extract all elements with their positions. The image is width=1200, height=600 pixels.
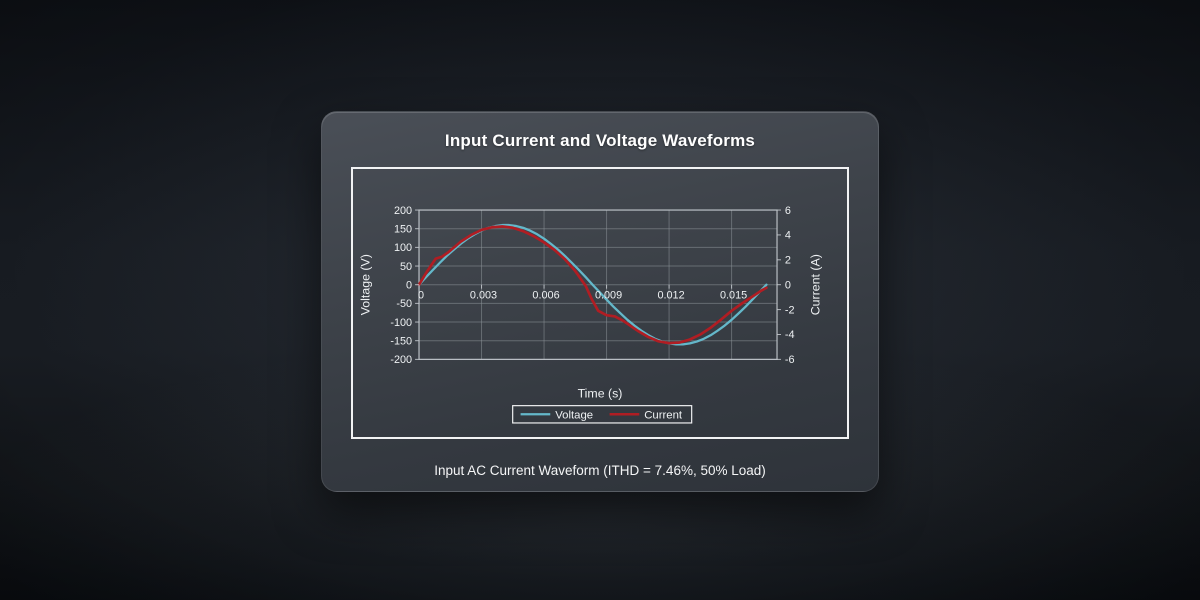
- y-left-tick-label: 50: [400, 261, 412, 273]
- legend-box: [512, 405, 693, 424]
- series-lines: [417, 223, 768, 346]
- legend-voltage-label: Voltage: [555, 409, 593, 421]
- chart-svg: 200 150 100 50 0 -50 -100 -150 -200 6 4 2 0 -2 -4 -6 0 0.…: [359, 205, 823, 424]
- x-tick-label: 0.003: [470, 290, 497, 302]
- y-left-tick-label: -150: [390, 335, 412, 347]
- legend-current-label: Current: [644, 409, 683, 421]
- y-left-tick-label: 200: [394, 205, 412, 217]
- x-axis-title: Time (s): [578, 386, 623, 400]
- axis-ticks: 200 150 100 50 0 -50 -100 -150 -200 6 4 2 0 -2 -4 -6 0 0.…: [390, 205, 794, 366]
- y-left-tick-label: -50: [396, 298, 412, 310]
- y-right-tick-label: 0: [785, 279, 791, 291]
- y-right-tick-label: -2: [785, 304, 795, 316]
- chart-title: Input Current and Voltage Waveforms: [444, 131, 756, 150]
- y-axis-left-title: Voltage (V): [359, 254, 373, 315]
- y-left-tick-label: 150: [394, 223, 412, 235]
- x-tick-label: 0.009: [595, 290, 622, 302]
- y-left-tick-label: -100: [390, 317, 412, 329]
- chart-card: Input Current and Voltage Waveforms 200 1…: [321, 111, 879, 492]
- y-right-tick-label: 6: [785, 205, 791, 217]
- gridlines: [418, 209, 778, 360]
- x-tick-label: 0: [418, 290, 424, 302]
- x-tick-label: 0.012: [657, 290, 684, 302]
- y-right-tick-label: -4: [785, 329, 795, 341]
- chart-caption: Input AC Current Waveform (ITHD = 7.46%,…: [434, 463, 766, 478]
- x-tick-label: 0.015: [720, 290, 747, 302]
- y-right-tick-label: 2: [785, 255, 791, 267]
- legend: Voltage Current: [512, 405, 693, 424]
- x-tick-label: 0.006: [532, 290, 559, 302]
- y-left-tick-label: -200: [390, 354, 412, 366]
- y-axis-right-title: Current (A): [809, 254, 823, 315]
- y-left-tick-label: 100: [394, 242, 412, 254]
- y-right-tick-label: 4: [785, 230, 791, 242]
- y-right-tick-label: -6: [785, 354, 795, 366]
- y-left-tick-label: 0: [406, 279, 412, 291]
- current-line: [417, 225, 768, 345]
- chart-frame: 200 150 100 50 0 -50 -100 -150 -200 6 4 2 0 -2 -4 -6 0 0.…: [351, 167, 849, 439]
